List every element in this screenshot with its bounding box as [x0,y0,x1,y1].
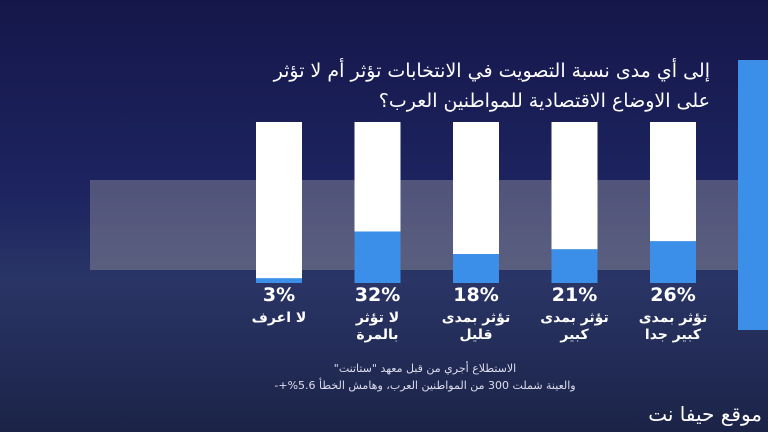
note: الاستطلاع أجري من قبل معهد "ستاتنت" [333,362,517,375]
value-label: 21% [551,284,598,306]
value-label: 32% [354,284,401,306]
bar [354,231,401,283]
watermark: موقع حيفا نت [648,402,762,426]
category-label: تؤثر بمدى كبير [540,310,609,343]
value-label: 3% [262,284,296,306]
bar [256,278,302,283]
category-label: لا تؤثر بالمرة [355,310,400,343]
bar [551,249,598,283]
chart-title: إلى أي مدى نسبة التصويت في الانتخابات تؤ… [273,60,710,112]
bar [453,254,499,283]
category-label: تؤثر بمدى كبير جدا [638,310,708,343]
bar [650,241,696,283]
building [90,180,740,270]
value-label: 18% [453,284,499,306]
value-label: 26% [650,284,696,306]
category-label: تؤثر بمدى قليل [441,310,511,343]
category-label: لا اعرف [251,310,307,326]
bar-track [256,122,302,283]
note: والعينة شملت 300 من المواطنين العرب، وها… [274,379,576,392]
side-bar [738,60,768,330]
